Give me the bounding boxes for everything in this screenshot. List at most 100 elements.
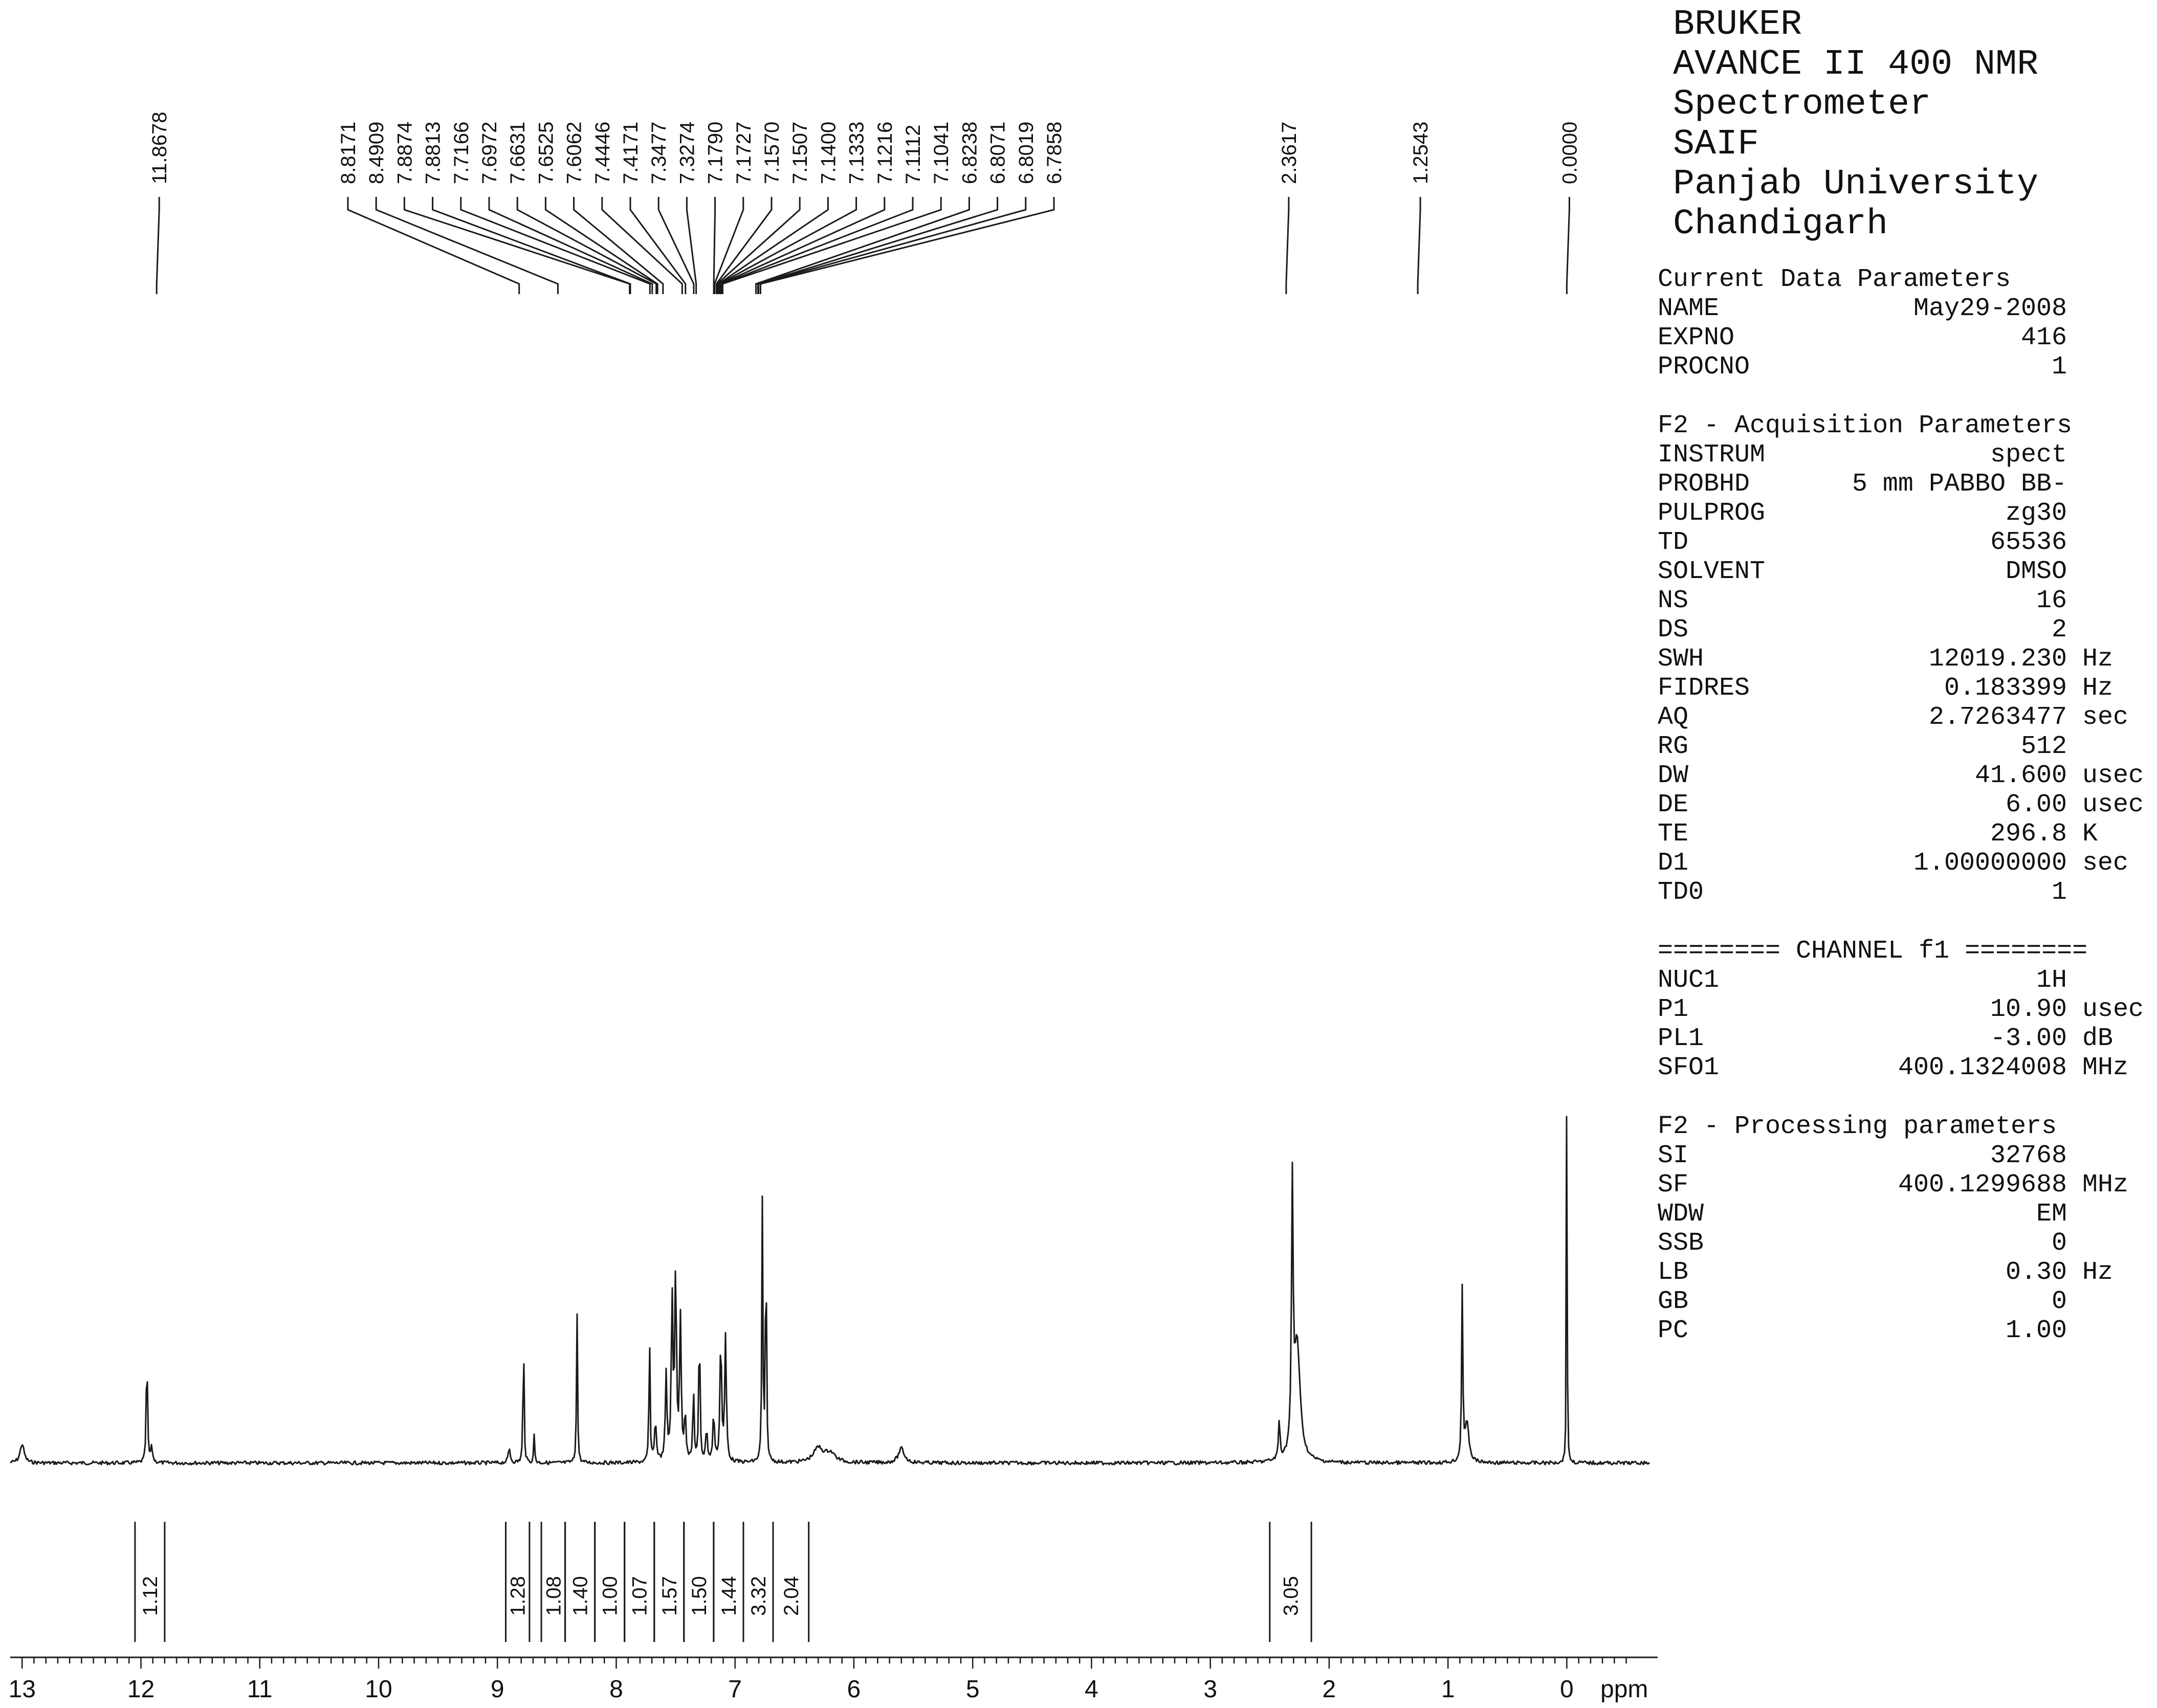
parameter-section-title: F2 - Acquisition Parameters	[1658, 411, 2073, 440]
peak-label-text: 7.6972	[478, 122, 501, 184]
parameter-unit: K	[2082, 819, 2098, 849]
parameter-row: TD0 1	[1658, 878, 2149, 907]
integral-value: 1.08	[542, 1576, 565, 1616]
parameter-unit	[2082, 440, 2149, 470]
parameter-row: SFO1 400.1324008 MHz	[1658, 1053, 2149, 1082]
integral-region: 1.08	[540, 1522, 566, 1642]
parameter-value: 1.00000000	[1913, 849, 2067, 878]
peak-label: 11.8678	[148, 112, 171, 294]
integral-bracket	[505, 1522, 531, 1642]
parameter-value: 1	[2051, 352, 2067, 382]
parameter-row: PL1 -3.00 dB	[1658, 1024, 2149, 1053]
integral-value: 1.44	[718, 1576, 740, 1616]
parameter-row: PROCNO 1	[1658, 352, 2149, 382]
parameter-row: RG 512	[1658, 732, 2149, 761]
peak-label: 7.3477	[648, 122, 695, 294]
parameter-row: WDW EM	[1658, 1200, 2149, 1229]
parameter-name: FIDRES	[1658, 674, 1750, 703]
parameter-value: 16	[2036, 586, 2067, 615]
parameter-row: NUC1 1H	[1658, 966, 2149, 995]
parameter-name: SSB	[1658, 1229, 1704, 1258]
integral-bracket	[1269, 1522, 1312, 1642]
integral-value: 1.57	[658, 1576, 681, 1616]
peak-label-connector	[714, 197, 744, 294]
parameter-row: FIDRES 0.183399 Hz	[1658, 674, 2149, 703]
integral-value: 1.12	[139, 1576, 162, 1616]
parameter-section: Current Data Parameters NAME May29-2008 EXP…	[1658, 265, 2149, 382]
integral-region: 1.07	[624, 1522, 655, 1642]
peak-label: 7.4446	[591, 122, 683, 294]
peak-label-text: 7.1507	[789, 122, 811, 184]
peak-label-connector	[488, 197, 653, 294]
parameter-row: PULPROG zg30	[1658, 499, 2149, 528]
parameter-name: TD	[1658, 528, 1689, 557]
peak-label-connector	[601, 197, 683, 294]
parameter-value: 1H	[2036, 966, 2067, 995]
peak-label-connector	[516, 197, 657, 294]
peak-label-text: 7.1333	[846, 122, 868, 184]
parameter-sections: Current Data Parameters NAME May29-2008 EXP…	[1658, 265, 2149, 1345]
parameter-row: P1 10.90 usec	[1658, 995, 2149, 1024]
peak-label-text: 2.3617	[1278, 122, 1301, 184]
parameter-name: AQ	[1658, 703, 1689, 732]
parameter-name: PL1	[1658, 1024, 1704, 1053]
peak-label-connector	[718, 197, 857, 294]
peak-label-connector	[755, 197, 970, 294]
parameter-unit	[2082, 294, 2149, 323]
peak-label: 6.8238	[755, 122, 981, 294]
parameter-name: PULPROG	[1658, 499, 1766, 528]
parameter-unit: usec	[2082, 761, 2144, 790]
parameter-unit	[2082, 1141, 2149, 1170]
parameter-row: AQ 2.7263477 sec	[1658, 703, 2149, 732]
parameter-name: D1	[1658, 849, 1689, 878]
parameter-unit: usec	[2082, 790, 2144, 819]
integral-value: 3.05	[1280, 1576, 1303, 1616]
parameter-unit	[2082, 557, 2149, 586]
parameter-unit: sec	[2082, 703, 2129, 732]
integral-region: 2.04	[772, 1522, 810, 1642]
parameter-name: EXPNO	[1658, 323, 1735, 352]
peak-label-text: 8.4909	[365, 122, 388, 184]
x-axis-tick-label: 11	[247, 1676, 273, 1703]
parameter-unit: dB	[2082, 1024, 2114, 1053]
x-axis-tick-label: 6	[847, 1676, 861, 1703]
parameter-value: 5 mm PABBO BB-	[1852, 470, 2067, 499]
peak-label-text: 8.8171	[337, 122, 360, 184]
parameter-unit	[2082, 1200, 2149, 1229]
integral-value: 1.40	[569, 1576, 592, 1616]
peak-label: 7.1041	[722, 122, 953, 294]
peak-label: 7.8813	[422, 122, 631, 294]
parameter-value: zg30	[2005, 499, 2067, 528]
parameter-row: PC 1.00	[1658, 1316, 2149, 1345]
x-axis-unit-label: ppm	[1600, 1676, 1648, 1703]
integral-region: 1.28	[505, 1522, 531, 1642]
instrument-line: BRUKER	[1673, 5, 1802, 45]
parameter-unit	[2082, 1229, 2149, 1258]
parameter-value: 41.600	[1974, 761, 2067, 790]
parameter-value: 416	[2020, 323, 2067, 352]
parameter-unit: Hz	[2082, 1258, 2114, 1287]
peak-label: 7.6631	[507, 122, 657, 294]
parameter-value: -3.00	[1990, 1024, 2067, 1053]
peak-label-connector	[1285, 197, 1290, 294]
integral-region: 1.12	[134, 1522, 166, 1642]
peak-label-text: 7.6525	[535, 122, 557, 184]
parameter-name: DE	[1658, 790, 1689, 819]
integral-region: 1.57	[653, 1522, 685, 1642]
peak-label-connector	[375, 197, 559, 294]
peak-label-text: 6.8019	[1015, 122, 1038, 184]
parameter-row: INSTRUM spect	[1658, 440, 2149, 470]
parameter-row: NS 16	[1658, 586, 2149, 615]
peak-label-connector	[686, 197, 697, 294]
peak-label: 7.4171	[620, 122, 687, 294]
peak-label: 8.8171	[337, 122, 520, 294]
integral-region: 3.32	[742, 1522, 774, 1642]
instrument-line: SAIF	[1673, 124, 1759, 165]
x-axis-tick-label: 1	[1441, 1676, 1455, 1703]
integral-region: 3.05	[1269, 1522, 1312, 1642]
peak-label-connector	[760, 197, 1055, 294]
peak-label-text: 1.2543	[1410, 122, 1432, 184]
parameter-unit	[2082, 323, 2149, 352]
parameter-value: 0	[2051, 1229, 2067, 1258]
parameter-unit	[2082, 470, 2149, 499]
